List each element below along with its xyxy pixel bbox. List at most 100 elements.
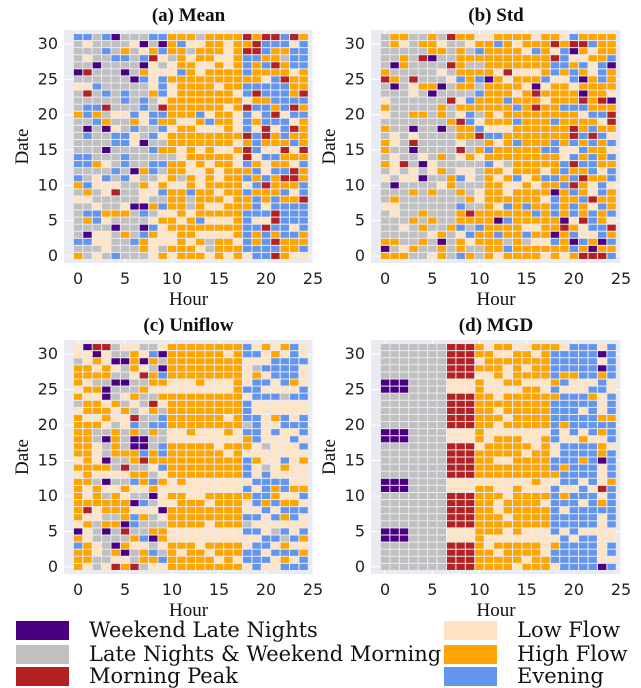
heatmap-cell [550,407,560,414]
heatmap-cell [196,464,205,471]
heatmap-cell [494,471,503,478]
heatmap-cell [428,175,437,182]
heatmap-cell [428,252,437,259]
heatmap-cell [541,344,550,351]
heatmap-cell [541,90,550,97]
heatmap-cell [390,238,399,245]
heatmap-cell [233,464,243,471]
heatmap-cell [560,245,569,252]
heatmap-cell [475,238,484,245]
heatmap-cell [158,125,167,132]
heatmap-cell [531,556,541,563]
heatmap-cell [177,76,186,83]
heatmap-cell [102,69,111,76]
heatmap-cell [513,429,522,436]
heatmap-cell [579,450,588,457]
heatmap-cell [186,182,196,189]
heatmap-cell [550,210,560,217]
heatmap-cell [167,175,177,182]
heatmap-cell [233,492,243,500]
heatmap-cell [541,478,550,485]
heatmap-cell [531,528,541,535]
heatmap-cell [73,507,83,514]
heatmap-cell [475,69,484,76]
heatmap-cell [560,379,569,386]
heatmap-cell [531,69,541,76]
heatmap-cell [111,542,120,549]
heatmap-cell [111,443,120,450]
heatmap-cell [475,344,484,351]
heatmap-cell [522,154,531,161]
heatmap-cell [503,407,513,414]
heatmap-cell [290,485,299,492]
heatmap-cell [83,436,92,443]
heatmap-cell [261,351,271,358]
heatmap-cell [111,104,120,111]
heatmap-cell [465,344,475,351]
heatmap-cell [261,372,271,379]
heatmap-cell [465,97,475,104]
heatmap-cell [149,139,158,146]
heatmap-cell [83,507,92,514]
heatmap-cell [130,147,139,154]
heatmap-cell [597,69,607,76]
heatmap-cell [588,514,597,521]
heatmap-cell [252,252,261,259]
heatmap-cell [428,429,437,436]
heatmap-cell [158,344,167,351]
heatmap-cell [290,217,299,224]
heatmap-cell [73,217,83,224]
heatmap-cell [243,535,252,542]
heatmap-cell [380,535,390,542]
heatmap-cell [465,62,475,69]
heatmap-cell [550,189,560,196]
heatmap-cell [390,76,399,83]
heatmap-cell [579,34,588,41]
heatmap-cell [73,443,83,450]
subplot-title: (a) Mean [152,5,226,26]
heatmap-cell [139,34,149,41]
heatmap-cell [102,443,111,450]
heatmap-cell [380,175,390,182]
heatmap-cell [196,393,205,400]
heatmap-cell [83,182,92,189]
heatmap-cell [579,507,588,514]
heatmap-cell [92,393,102,400]
heatmap-cell [73,48,83,55]
heatmap-cell [569,34,579,41]
heatmap-cell [418,563,428,570]
heatmap-cell [456,407,465,414]
x-tick-label: 5 [427,269,437,288]
heatmap-cell [437,400,446,407]
heatmap-cell [167,556,177,563]
heatmap-cell [280,139,290,146]
heatmap-cell [177,407,186,414]
heatmap-cell [550,549,560,556]
heatmap-cell [111,238,120,245]
heatmap-cell [475,556,484,563]
heatmap-cell [597,379,607,386]
heatmap-cell [390,196,399,203]
heatmap-cell [252,443,261,450]
heatmap-cell [390,393,399,400]
heatmap-cell [579,400,588,407]
heatmap-cell [167,464,177,471]
heatmap-cell [522,549,531,556]
heatmap-cell [550,161,560,168]
heatmap-cell [513,528,522,535]
heatmap-cell [233,400,243,407]
heatmap-cell [597,132,607,139]
heatmap-cell [73,457,83,464]
heatmap-cell [541,97,550,104]
heatmap-cell [569,542,579,549]
heatmap-cell [205,132,214,139]
heatmap-cell [243,500,252,507]
heatmap-cell [261,104,271,111]
heatmap-cell [475,514,484,521]
heatmap-cell [399,161,409,168]
heatmap-cell [92,203,102,210]
heatmap-cell [130,344,139,351]
heatmap-cell [73,118,83,125]
heatmap-cell [380,41,390,48]
heatmap-cell [83,514,92,521]
